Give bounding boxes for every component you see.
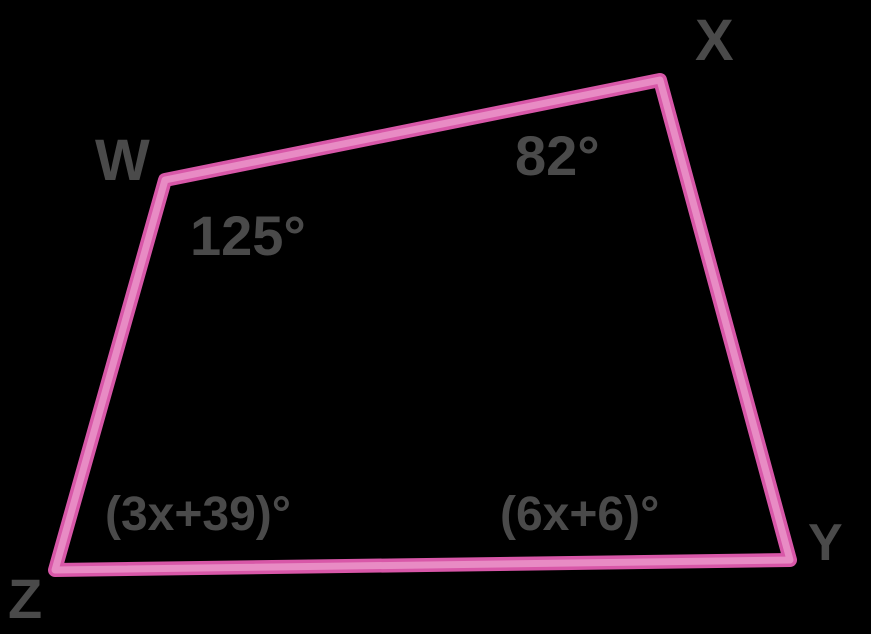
geometry-diagram: W X Y Z 125° 82° (3x+39)° (6x+6)°	[0, 0, 871, 634]
vertex-label-w: W	[95, 128, 150, 193]
vertex-label-y: Y	[808, 514, 843, 572]
angle-label-y: (6x+6)°	[500, 488, 659, 541]
vertex-label-z: Z	[8, 567, 42, 630]
angle-label-x: 82°	[515, 124, 600, 187]
vertex-label-x: X	[695, 8, 734, 73]
angle-label-w: 125°	[190, 204, 306, 267]
angle-label-z: (3x+39)°	[105, 488, 291, 541]
